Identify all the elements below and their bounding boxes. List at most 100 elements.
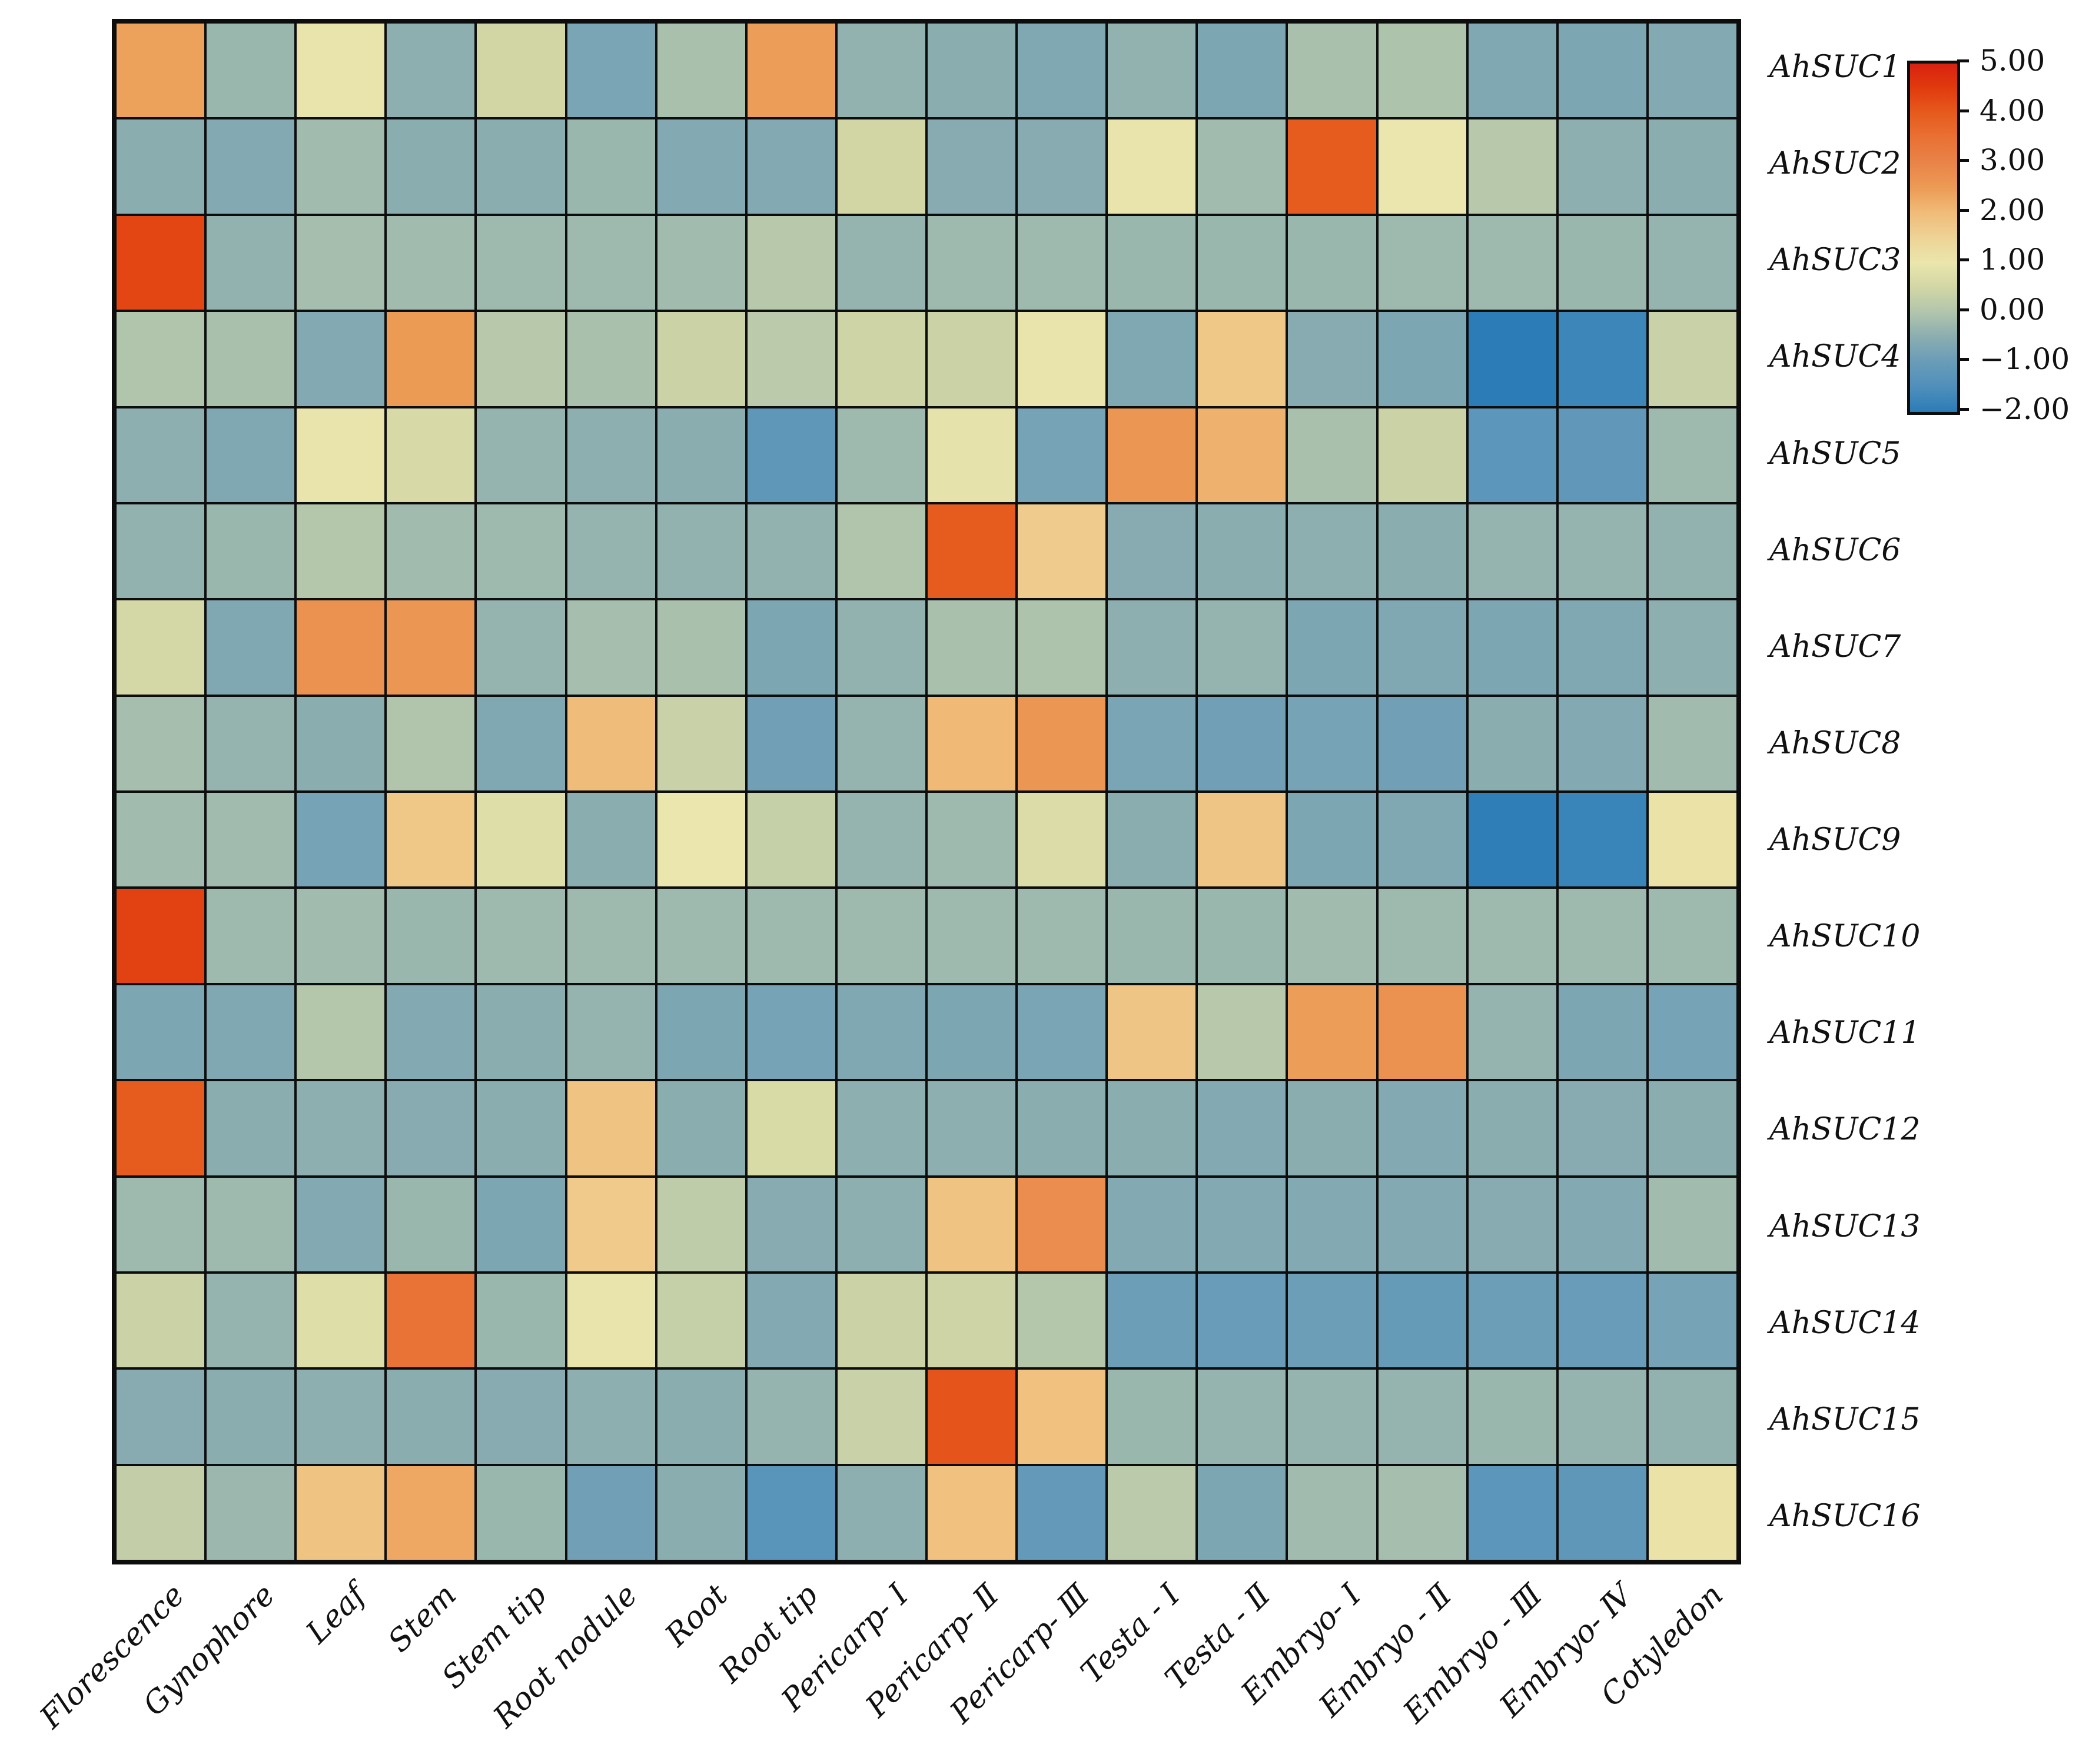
heatmap-cell xyxy=(1467,1464,1557,1561)
heatmap-cell xyxy=(746,599,836,696)
heatmap-cell xyxy=(566,695,656,792)
heatmap-cell xyxy=(386,695,476,792)
heatmap-cell xyxy=(836,1080,926,1177)
heatmap-cell xyxy=(1377,984,1467,1081)
heatmap-cell xyxy=(1647,22,1738,119)
heatmap-cell xyxy=(205,118,296,215)
heatmap-cell xyxy=(566,1176,656,1273)
heatmap-cell xyxy=(1287,1080,1377,1177)
heatmap-cell xyxy=(836,888,926,984)
heatmap-cell xyxy=(205,1176,296,1273)
heatmap-cell xyxy=(746,888,836,984)
heatmap-cell xyxy=(1467,503,1557,600)
heatmap-cell xyxy=(566,599,656,696)
heatmap-cell xyxy=(115,311,206,407)
heatmap-cell xyxy=(746,1368,836,1465)
gene-label: AhSUC6 xyxy=(1769,532,1901,568)
heatmap-cell xyxy=(1107,214,1197,311)
heatmap-cell xyxy=(1377,888,1467,984)
heatmap-cell xyxy=(1647,407,1738,503)
heatmap-cell xyxy=(926,1080,1017,1177)
heatmap-cell xyxy=(1107,1464,1197,1561)
heatmap-cell xyxy=(566,214,656,311)
heatmap-cell xyxy=(386,792,476,888)
heatmap-cell xyxy=(836,1272,926,1369)
heatmap-cell xyxy=(1467,1080,1557,1177)
heatmap-cell xyxy=(1107,22,1197,119)
colorbar-tick-label: 3.00 xyxy=(1980,143,2045,178)
heatmap-cell xyxy=(566,311,656,407)
heatmap-cell xyxy=(926,792,1017,888)
heatmap-cell xyxy=(1377,695,1467,792)
colorbar-tick-label: 5.00 xyxy=(1980,44,2045,78)
heatmap-cell xyxy=(656,599,746,696)
heatmap-cell xyxy=(1647,214,1738,311)
heatmap-cell xyxy=(295,695,386,792)
colorbar-tick xyxy=(1957,408,1969,411)
colorbar-tick-label: 0.00 xyxy=(1980,292,2045,327)
heatmap-cell xyxy=(295,311,386,407)
heatmap-cell xyxy=(115,695,206,792)
heatmap-cell xyxy=(1647,503,1738,600)
heatmap-cell xyxy=(1467,118,1557,215)
heatmap-cell xyxy=(746,407,836,503)
colorbar-tick xyxy=(1957,358,1969,361)
heatmap-cell xyxy=(1467,407,1557,503)
heatmap-cell xyxy=(1017,503,1107,600)
heatmap-cell xyxy=(566,407,656,503)
heatmap-cell xyxy=(746,1080,836,1177)
heatmap-cell xyxy=(836,984,926,1081)
heatmap-cell xyxy=(1197,888,1287,984)
heatmap-cell xyxy=(836,1368,926,1465)
heatmap-cell xyxy=(295,1176,386,1273)
heatmap-cell xyxy=(926,1464,1017,1561)
heatmap-cell xyxy=(1557,1368,1648,1465)
heatmap-cell xyxy=(1107,311,1197,407)
heatmap-cell xyxy=(1287,792,1377,888)
heatmap-cell xyxy=(1467,22,1557,119)
heatmap-cell xyxy=(1017,1272,1107,1369)
heatmap-cell xyxy=(926,1272,1017,1369)
heatmap-cell xyxy=(1377,1080,1467,1177)
heatmap-cell xyxy=(1107,1368,1197,1465)
heatmap-cell xyxy=(1107,118,1197,215)
heatmap-cell xyxy=(1377,1464,1467,1561)
heatmap-cell xyxy=(476,118,566,215)
heatmap-cell xyxy=(386,22,476,119)
heatmap-cell xyxy=(1107,407,1197,503)
heatmap-cell xyxy=(476,214,566,311)
heatmap-cell xyxy=(656,1080,746,1177)
heatmap-cell xyxy=(476,311,566,407)
heatmap-cell xyxy=(1017,888,1107,984)
gene-label: AhSUC2 xyxy=(1769,146,1901,182)
heatmap-cell xyxy=(205,695,296,792)
heatmap-cell xyxy=(1467,984,1557,1081)
heatmap-cell xyxy=(836,311,926,407)
heatmap-cell xyxy=(566,118,656,215)
heatmap-cell xyxy=(1287,695,1377,792)
heatmap-cell xyxy=(566,1272,656,1369)
heatmap-cell xyxy=(656,118,746,215)
heatmap-cell xyxy=(1197,503,1287,600)
heatmap-cell xyxy=(115,1368,206,1465)
heatmap-cell xyxy=(836,214,926,311)
gene-label: AhSUC14 xyxy=(1769,1305,1921,1341)
heatmap-cell xyxy=(1557,503,1648,600)
heatmap-cell xyxy=(115,407,206,503)
heatmap-cell xyxy=(295,22,386,119)
heatmap-cell xyxy=(1197,407,1287,503)
heatmap-cell xyxy=(1287,1368,1377,1465)
gene-label: AhSUC7 xyxy=(1769,629,1901,665)
heatmap-cell xyxy=(205,1272,296,1369)
heatmap-cell xyxy=(295,407,386,503)
heatmap-cell xyxy=(1197,984,1287,1081)
heatmap-cell xyxy=(476,1176,566,1273)
gene-label: AhSUC12 xyxy=(1769,1112,1921,1148)
colorbar-tick xyxy=(1957,159,1969,162)
heatmap-cell xyxy=(295,984,386,1081)
heatmap-cell xyxy=(476,1272,566,1369)
heatmap-cell xyxy=(746,311,836,407)
heatmap-cell xyxy=(1377,503,1467,600)
gene-label: AhSUC3 xyxy=(1769,242,1901,278)
